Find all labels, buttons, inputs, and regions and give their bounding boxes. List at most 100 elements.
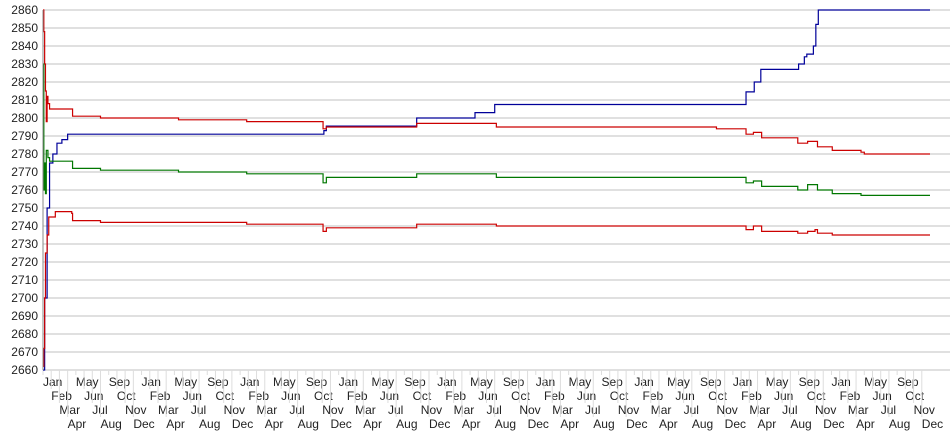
- x-tick-label: Aug: [298, 417, 319, 431]
- x-tick-label: Sep: [897, 375, 919, 389]
- x-tick-label: Apr: [856, 417, 875, 431]
- y-tick-label: 2800: [11, 111, 38, 125]
- x-tick-label: Mar: [59, 403, 80, 417]
- y-tick-label: 2730: [11, 237, 38, 251]
- x-tick-label: Nov: [914, 403, 935, 417]
- y-tick-label: 2680: [11, 327, 38, 341]
- x-tick-label: Oct: [413, 389, 432, 403]
- y-tick-label: 2690: [11, 309, 38, 323]
- x-tick-label: Dec: [922, 417, 943, 431]
- x-tick-label: Feb: [544, 389, 565, 403]
- x-tick-label: Feb: [347, 389, 368, 403]
- x-tick-label: Sep: [109, 375, 131, 389]
- y-tick-label: 2740: [11, 219, 38, 233]
- x-tick-label: Aug: [100, 417, 121, 431]
- y-tick-label: 2830: [11, 57, 38, 71]
- x-tick-label: Dec: [626, 417, 647, 431]
- x-tick-label: Oct: [708, 389, 727, 403]
- x-tick-label: Jun: [774, 389, 793, 403]
- x-tick-label: Feb: [150, 389, 171, 403]
- x-tick-label: Oct: [117, 389, 136, 403]
- x-tick-label: Mar: [651, 403, 672, 417]
- x-tick-label: Jul: [289, 403, 304, 417]
- x-tick-label: Oct: [314, 389, 333, 403]
- x-tick-label: Jan: [733, 375, 752, 389]
- x-tick-label: Dec: [823, 417, 844, 431]
- x-tick-label: Jul: [92, 403, 107, 417]
- x-tick-label: Jan: [142, 375, 161, 389]
- x-tick-label: Dec: [725, 417, 746, 431]
- x-tick-label: Sep: [404, 375, 426, 389]
- x-tick-label: May: [273, 375, 296, 389]
- x-tick-label: Feb: [248, 389, 269, 403]
- x-tick-label: Dec: [528, 417, 549, 431]
- x-tick-label: Mar: [158, 403, 179, 417]
- y-tick-label: 2850: [11, 21, 38, 35]
- y-tick-label: 2790: [11, 129, 38, 143]
- x-tick-label: Sep: [601, 375, 623, 389]
- x-tick-label: Mar: [552, 403, 573, 417]
- x-tick-label: May: [372, 375, 395, 389]
- x-tick-label: Nov: [618, 403, 639, 417]
- x-tick-label: Jan: [536, 375, 555, 389]
- x-tick-label: Oct: [807, 389, 826, 403]
- x-tick-label: Mar: [257, 403, 278, 417]
- x-tick-label: Aug: [396, 417, 417, 431]
- x-tick-label: Feb: [840, 389, 861, 403]
- x-tick-label: Jun: [281, 389, 300, 403]
- x-axis-ticks: JanFebMarAprMayJunJulAugSepOctNovDecJanF…: [42, 370, 943, 431]
- x-tick-label: Jun: [577, 389, 596, 403]
- x-tick-label: Jun: [675, 389, 694, 403]
- x-tick-label: Aug: [889, 417, 910, 431]
- x-tick-label: Nov: [716, 403, 737, 417]
- y-tick-label: 2660: [11, 363, 38, 377]
- x-tick-label: Aug: [692, 417, 713, 431]
- x-tick-label: Oct: [610, 389, 629, 403]
- y-tick-label: 2860: [11, 3, 38, 17]
- x-tick-label: Mar: [355, 403, 376, 417]
- x-tick-label: Nov: [815, 403, 836, 417]
- y-tick-label: 2670: [11, 345, 38, 359]
- y-tick-label: 2700: [11, 291, 38, 305]
- x-tick-label: Jul: [684, 403, 699, 417]
- x-tick-label: Mar: [749, 403, 770, 417]
- x-tick-label: Jun: [478, 389, 497, 403]
- x-tick-label: Jul: [782, 403, 797, 417]
- x-tick-label: May: [766, 375, 789, 389]
- x-tick-label: May: [864, 375, 887, 389]
- x-tick-label: May: [667, 375, 690, 389]
- x-tick-label: Jan: [43, 375, 62, 389]
- x-tick-label: Nov: [322, 403, 343, 417]
- x-tick-label: Dec: [429, 417, 450, 431]
- x-tick-label: Jul: [585, 403, 600, 417]
- x-tick-label: May: [76, 375, 99, 389]
- x-tick-label: Sep: [700, 375, 722, 389]
- x-tick-label: Dec: [232, 417, 253, 431]
- y-tick-label: 2810: [11, 93, 38, 107]
- x-tick-label: Mar: [848, 403, 869, 417]
- x-tick-label: May: [569, 375, 592, 389]
- x-tick-label: Apr: [659, 417, 678, 431]
- x-tick-label: Nov: [519, 403, 540, 417]
- x-tick-label: May: [470, 375, 493, 389]
- x-tick-label: Aug: [495, 417, 516, 431]
- y-tick-label: 2750: [11, 201, 38, 215]
- x-tick-label: Apr: [363, 417, 382, 431]
- x-tick-label: Dec: [133, 417, 154, 431]
- x-tick-label: Apr: [758, 417, 777, 431]
- x-tick-label: Oct: [215, 389, 234, 403]
- x-tick-label: Feb: [741, 389, 762, 403]
- x-tick-label: Jul: [191, 403, 206, 417]
- x-tick-label: Oct: [905, 389, 924, 403]
- x-tick-label: Nov: [224, 403, 245, 417]
- x-tick-label: Sep: [799, 375, 821, 389]
- x-tick-label: Apr: [265, 417, 284, 431]
- y-axis-ticks: 2660 2670 2680 2690 2700 2710 2720 2730 2740 2750…: [11, 3, 38, 377]
- y-tick-label: 2710: [11, 273, 38, 287]
- x-tick-label: Nov: [421, 403, 442, 417]
- y-tick-label: 2770: [11, 165, 38, 179]
- x-tick-label: Nov: [125, 403, 146, 417]
- x-tick-label: Jan: [634, 375, 653, 389]
- series-line-2: [43, 63, 930, 196]
